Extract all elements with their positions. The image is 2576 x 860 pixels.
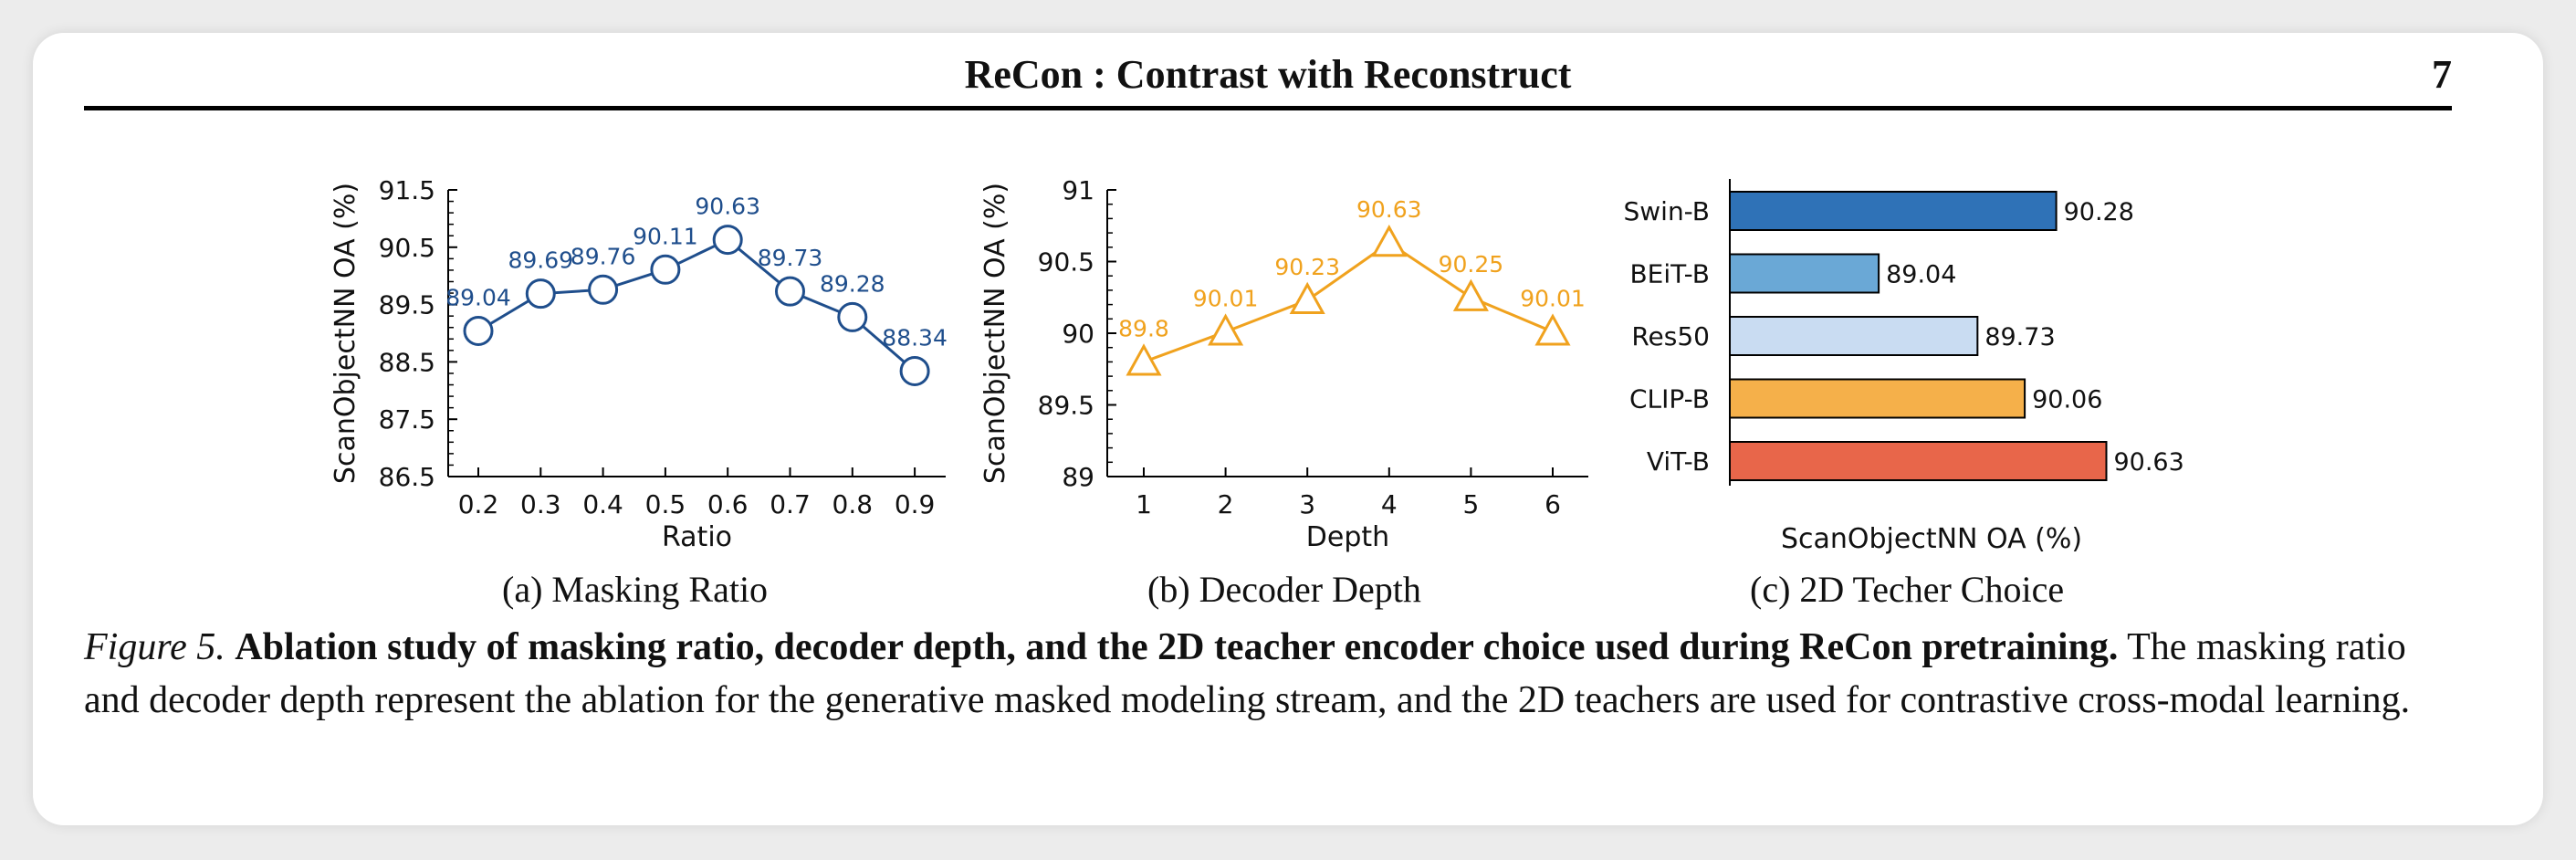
chart-b-x-tick-label: 6 <box>1545 489 1561 519</box>
chart-c-bar <box>1729 191 2058 231</box>
chart-a-x-tick-label: 0.9 <box>895 489 936 519</box>
chart-a-y-tick-label: 87.5 <box>379 404 435 435</box>
subcaption-b: (b) Decoder Depth <box>1147 569 1421 610</box>
chart-a-y-tick-label: 89.5 <box>379 290 435 320</box>
subcaption-a: (a) Masking Ratio <box>502 569 769 610</box>
chart-a-x-tick-label: 0.5 <box>645 489 686 519</box>
chart-c-bar <box>1729 378 2026 419</box>
caption-label: Figure 5. <box>84 626 225 668</box>
chart-a-y-tick-label: 86.5 <box>379 462 435 492</box>
chart-a-y-tick-label: 91.5 <box>379 175 435 205</box>
chart-b-x-tick-label: 3 <box>1299 489 1315 519</box>
chart-a-y-axis-label: ScanObjectNN OA (%) <box>330 183 361 484</box>
running-header: ReCon : Contrast with Reconstruct 7 <box>84 51 2452 110</box>
chart-c-category-label: Swin-B <box>1623 196 1710 226</box>
chart-c-data-label: 90.06 <box>2032 386 2102 414</box>
chart-a-data-point <box>837 301 868 332</box>
caption-body-text: The masking ratio and decoder depth repr… <box>84 626 2411 721</box>
chart-b-data-point <box>1289 281 1325 314</box>
chart-a-data-label: 89.04 <box>445 284 511 310</box>
chart-a-data-label: 90.63 <box>695 194 760 220</box>
chart-a-y-tick-label: 88.5 <box>379 347 435 377</box>
chart-b-data-point <box>1208 313 1244 346</box>
caption-bold-text: Ablation study of masking ratio, decoder… <box>235 626 2119 668</box>
chart-a-data-point <box>899 355 930 386</box>
chart-b-data-label: 90.25 <box>1439 251 1504 278</box>
chart-a-x-tick-label: 0.7 <box>770 489 811 519</box>
chart-b-data-label: 90.01 <box>1520 285 1586 311</box>
chart-b-x-tick-label: 1 <box>1136 489 1152 519</box>
chart-a-y-tick-label: 90.5 <box>379 233 435 263</box>
chart-b-data-label: 90.63 <box>1356 196 1422 223</box>
chart-b-x-tick-label: 4 <box>1381 489 1398 519</box>
chart-b-data-point <box>1126 343 1162 376</box>
chart-a-data-point <box>775 276 805 307</box>
chart-a-x-tick-label: 0.3 <box>520 489 561 519</box>
chart-a-data-label: 89.76 <box>571 243 636 269</box>
chart-b-series-line <box>1143 241 1554 363</box>
chart-c-category-label: BEiT-B <box>1629 259 1710 289</box>
chart-c-bar <box>1729 316 1979 356</box>
chart-b-x-axis-label: Depth <box>1306 521 1389 553</box>
figure-caption: Figure 5. Ablation study of masking rati… <box>84 621 2457 727</box>
chart-b-y-tick-label: 89.5 <box>1038 391 1094 421</box>
chart-a-data-label: 89.28 <box>820 270 885 297</box>
chart-b-data-label: 90.23 <box>1274 254 1340 280</box>
running-title: ReCon : Contrast with Reconstruct <box>964 52 1572 97</box>
chart-b-data-point <box>1534 313 1571 346</box>
page-number: 7 <box>2432 52 2452 97</box>
chart-a-data-point <box>525 278 556 309</box>
chart-a-data-label: 90.11 <box>633 223 698 249</box>
chart-b-data-label: 89.8 <box>1118 315 1169 341</box>
chart-b-data-point <box>1371 225 1408 257</box>
chart-b-y-tick-label: 91 <box>1062 175 1094 205</box>
chart-a-data-label: 89.69 <box>508 247 574 274</box>
chart-b-data-label: 90.01 <box>1193 285 1259 311</box>
chart-a-data-point <box>712 225 743 256</box>
chart-a-data-point <box>463 315 494 346</box>
chart-c-data-label: 90.28 <box>2064 198 2134 226</box>
chart-a-data-point <box>588 274 619 305</box>
chart-a-data-label: 89.73 <box>758 245 823 271</box>
chart-b-y-tick-label: 90.5 <box>1038 247 1094 278</box>
chart-b-x-tick-label: 5 <box>1462 489 1479 519</box>
chart-c-category-label: ViT-B <box>1647 446 1710 477</box>
chart-b-data-point <box>1452 278 1489 311</box>
chart-b-y-axis-label: ScanObjectNN OA (%) <box>979 183 1011 484</box>
chart-c-category-label: CLIP-B <box>1629 384 1710 414</box>
chart-c-data-label: 89.73 <box>1984 323 2055 351</box>
chart-b-x-tick-label: 2 <box>1218 489 1234 519</box>
paper-page <box>33 33 2543 825</box>
chart-a-x-axis-label: Ratio <box>662 521 732 553</box>
chart-a-x-tick-label: 0.2 <box>458 489 499 519</box>
chart-c-bar <box>1729 253 1880 294</box>
chart-a-data-point <box>650 254 681 285</box>
chart-a-data-label: 88.34 <box>882 324 948 351</box>
chart-c-bar <box>1729 441 2108 481</box>
chart-c-data-label: 89.04 <box>1886 261 1956 289</box>
chart-c-x-axis-label: ScanObjectNN OA (%) <box>1781 523 2082 555</box>
chart-b-y-tick-label: 89 <box>1062 462 1094 492</box>
chart-a-x-tick-label: 0.8 <box>832 489 874 519</box>
chart-c-category-label: Res50 <box>1631 321 1710 351</box>
chart-c-data-label: 90.63 <box>2113 448 2183 477</box>
chart-a-x-tick-label: 0.4 <box>582 489 623 519</box>
subcaption-c: (c) 2D Techer Choice <box>1750 569 2065 610</box>
chart-a-x-tick-label: 0.6 <box>707 489 749 519</box>
chart-b-y-tick-label: 90 <box>1062 319 1094 349</box>
